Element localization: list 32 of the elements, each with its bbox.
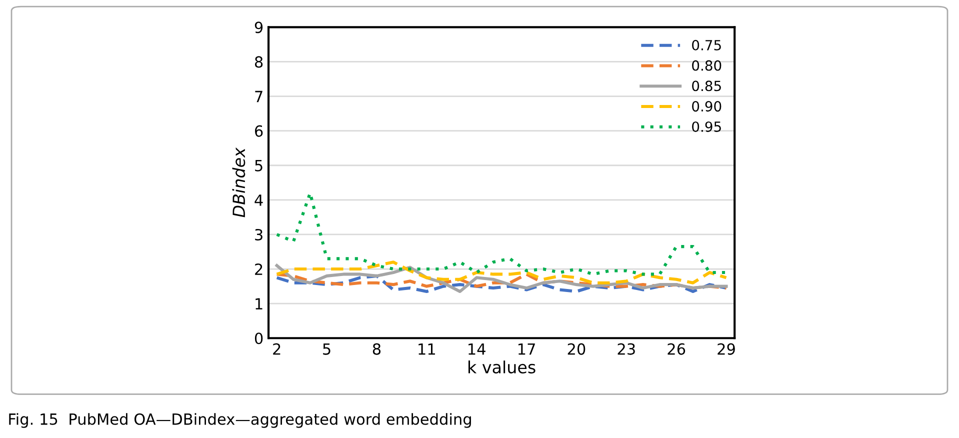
legend-label: 0.85	[692, 80, 721, 92]
x-axis-title: k values	[468, 360, 536, 374]
x-tick-label: 5	[323, 343, 330, 355]
x-tick-label: 23	[618, 343, 635, 355]
y-tick-label: 1	[256, 298, 262, 310]
y-tick-label: 2	[255, 263, 262, 275]
y-tick-label: 8	[254, 56, 263, 68]
y-tick-label: 9	[254, 22, 263, 34]
x-tick-label: 20	[568, 343, 586, 355]
x-tick-label: 26	[668, 343, 686, 355]
y-tick-label: 6	[255, 125, 263, 137]
line-series	[275, 274, 728, 294]
legend-label: 0.90	[692, 101, 722, 112]
y-tick-label: 7	[255, 90, 262, 102]
caption: Fig. 15 PubMed OA—DBindex—aggregated word embedding	[9, 413, 471, 428]
x-tick-label: 14	[468, 343, 486, 355]
legend-label: 0.80	[692, 60, 722, 71]
x-tick-label: 29	[718, 343, 735, 355]
y-tick-label: 4	[254, 194, 263, 206]
x-tick-label: 8	[372, 343, 381, 355]
line-series	[275, 264, 728, 294]
legend-label: 0.75	[692, 40, 721, 50]
y-tick-label: 5	[255, 160, 262, 172]
y-axis-title: DBindex	[232, 147, 246, 218]
y-tick-label: 3	[255, 228, 262, 240]
line-series	[275, 272, 728, 290]
x-tick-label: 2	[273, 343, 280, 355]
x-tick-label: 17	[518, 343, 535, 355]
line-series	[275, 260, 728, 284]
legend-label: 0.95	[692, 121, 721, 132]
x-tick-label: 11	[418, 343, 435, 355]
y-tick-label: 0	[254, 332, 263, 344]
